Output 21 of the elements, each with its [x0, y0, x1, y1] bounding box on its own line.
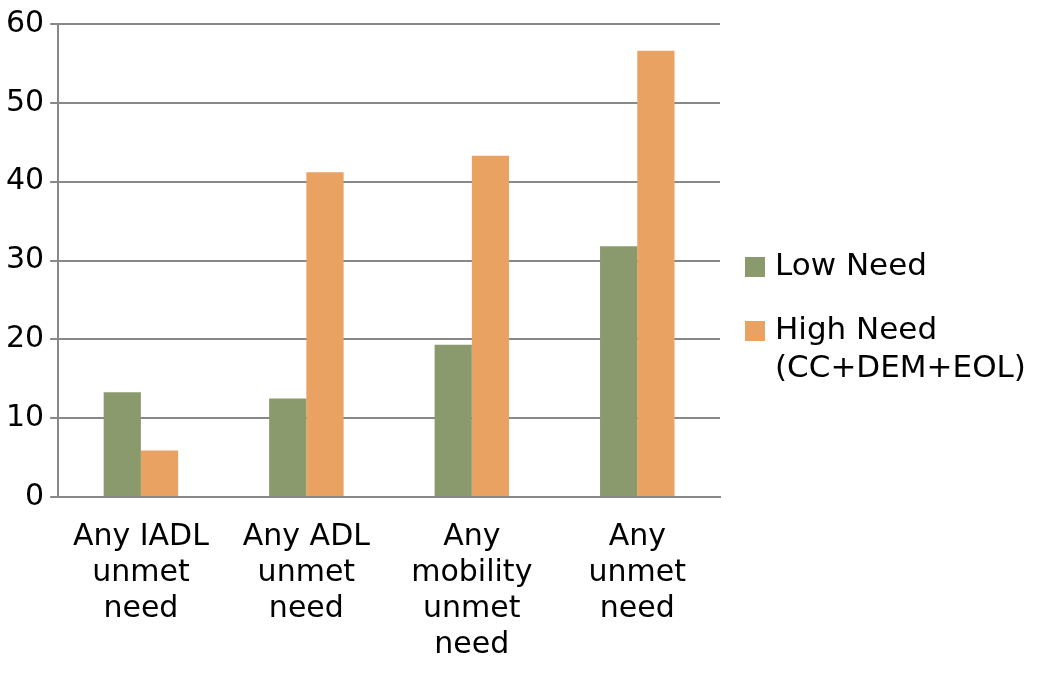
bar [600, 246, 638, 496]
bar [103, 392, 141, 496]
bar [637, 50, 675, 496]
bar [434, 344, 472, 496]
y-tick-label: 50 [5, 82, 45, 118]
bar [306, 172, 344, 496]
legend-label: High Need (CC+DEM+EOL) [775, 309, 1027, 385]
y-tick-label: 60 [5, 3, 45, 39]
bar [471, 155, 510, 496]
y-tick-label: 10 [5, 397, 45, 433]
x-tick-label: Any IADL unmet need [72, 516, 210, 624]
bar [140, 450, 179, 496]
y-tick-label: 40 [5, 161, 45, 197]
x-tick-label: Any unmet need [588, 516, 687, 624]
bar [269, 398, 307, 496]
legend-label: Low Need [775, 245, 928, 283]
x-tick-label: Any mobility unmet need [411, 516, 533, 660]
y-tick-label: 0 [25, 476, 45, 512]
x-tick-label: Any ADL unmet need [242, 516, 371, 624]
y-tick-label: 30 [5, 240, 45, 276]
y-tick-label: 20 [5, 319, 45, 355]
